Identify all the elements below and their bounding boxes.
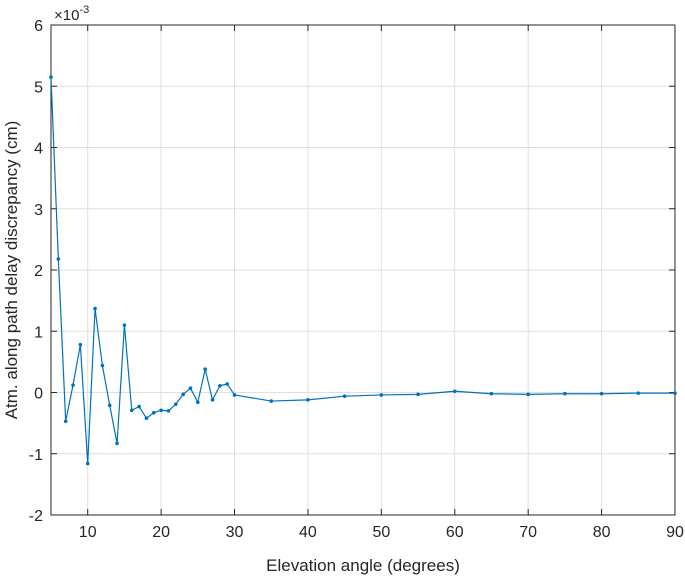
x-tick-label: 20 — [152, 524, 170, 541]
x-tick-label: 30 — [226, 524, 244, 541]
data-point — [342, 394, 347, 398]
axis-ticks — [51, 24, 676, 516]
data-point — [63, 419, 68, 424]
tick-labels: 10 20 30 40 50 60 70 80 90 -2 -1 0 1 2 3 4 5 6 — [29, 18, 684, 541]
data-point — [137, 404, 141, 409]
data-point — [563, 391, 567, 396]
data-point — [85, 461, 90, 466]
y-tick-label: 1 — [34, 324, 43, 341]
x-tick-label: 60 — [446, 524, 464, 541]
data-series — [49, 75, 677, 466]
series-line — [50, 77, 675, 465]
data-point — [203, 367, 207, 372]
y-tick-label: 0 — [34, 386, 43, 403]
data-point — [188, 386, 193, 391]
data-point — [636, 391, 641, 395]
data-point — [232, 393, 237, 397]
y-tick-label: -2 — [29, 508, 43, 525]
data-point — [196, 400, 200, 405]
data-point — [78, 342, 83, 347]
data-point — [166, 409, 171, 413]
y-tick-label: 4 — [34, 141, 43, 158]
x-tick-label: 70 — [519, 524, 537, 541]
y-tick-label: 6 — [34, 18, 43, 35]
data-point — [71, 383, 75, 387]
data-point — [100, 363, 105, 368]
data-point — [452, 389, 457, 394]
data-point — [151, 410, 156, 415]
y-axis-exponent: ×10-3 — [54, 4, 89, 24]
data-point — [526, 392, 530, 397]
data-point — [269, 399, 274, 403]
y-axis-exponent-base: ×10 — [54, 7, 79, 24]
data-point — [673, 391, 677, 395]
data-point — [210, 398, 215, 402]
data-point — [379, 393, 384, 397]
data-point — [599, 391, 604, 396]
data-point — [144, 416, 149, 421]
x-tick-label: 90 — [666, 524, 684, 541]
x-tick-label: 40 — [299, 524, 317, 541]
y-tick-label: 3 — [34, 202, 43, 219]
data-point — [225, 382, 229, 386]
data-point — [93, 306, 97, 311]
data-point — [416, 392, 420, 397]
data-point — [489, 391, 494, 396]
x-tick-label: 80 — [593, 524, 611, 541]
data-point — [56, 257, 61, 261]
data-point — [181, 392, 185, 397]
y-axis-exponent-power: -3 — [79, 4, 89, 16]
x-tick-label: 10 — [79, 524, 97, 541]
x-axis-label: Elevation angle (degrees) — [266, 556, 460, 575]
y-axis-label: Atm. along path delay discrepancy (cm) — [2, 121, 21, 420]
data-point — [306, 398, 310, 402]
y-tick-label: -1 — [29, 447, 43, 464]
y-tick-label: 5 — [34, 79, 43, 96]
data-point — [174, 402, 178, 406]
x-tick-label: 50 — [372, 524, 390, 541]
data-point — [122, 323, 127, 327]
grid-lines — [51, 24, 676, 516]
data-point — [218, 383, 222, 388]
data-point — [107, 403, 112, 408]
y-tick-label: 2 — [34, 263, 43, 280]
data-point — [129, 408, 134, 413]
data-point — [115, 441, 119, 446]
data-point — [159, 408, 163, 413]
data-point — [49, 75, 53, 79]
